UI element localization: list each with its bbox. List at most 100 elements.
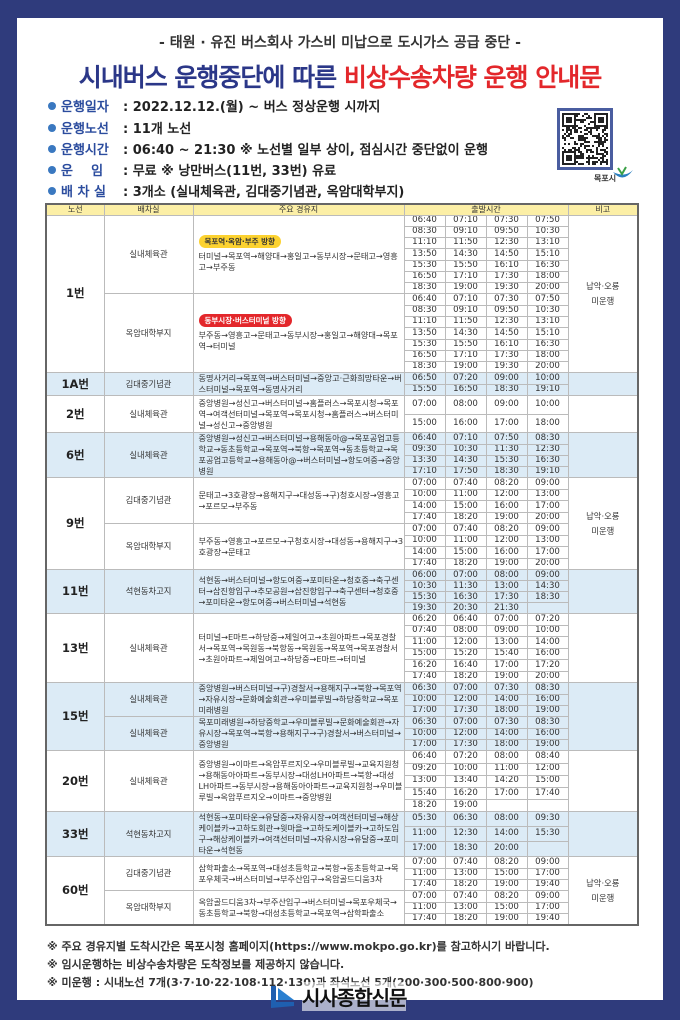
departure-time: 09:00 (485, 372, 528, 385)
info-row: 운 임: 무료 ※ 낭만버스(11번, 33번) 유료 (48, 160, 336, 179)
departure-time: 07:50 (526, 293, 569, 306)
depot: 실내체육관 (103, 682, 194, 718)
route-path: 중앙병원→이마트→옥암푸르지오→우미블루빌→교육지원청→용해동아아파트→동부시장… (198, 759, 403, 803)
departure-time: 18:20 (444, 879, 487, 892)
departure-time: 06:50 (403, 372, 446, 385)
departure-time: 10:30 (526, 225, 569, 239)
departure-time: 10:30 (444, 443, 487, 456)
route-path-cell: 석현동→포미타운→유달중→자유시장→여객선터미널→해상케이블카→고하도회관→윗마… (192, 811, 405, 858)
route-path-cell: 문태고→3호광장→용해지구→대성동→구)청호시장→영흥고→포르모→부주동 (192, 477, 405, 525)
table-row: 15:30 15:50 16:10 16:30 (46, 338, 638, 351)
departure-time: 15:30 (485, 454, 528, 468)
departure-time: 16:00 (526, 727, 569, 741)
info-value: : 2022.12.12.(월) ~ 버스 정상운행 시까지 (123, 100, 381, 115)
table-row: 14:00 15:00 16:00 17:00 (46, 546, 638, 559)
route-number: 1번 (45, 214, 105, 374)
departure-time: 15:10 (526, 327, 569, 340)
bullet-icon (48, 144, 56, 153)
bullet-icon (48, 123, 56, 132)
departure-time: 16:30 (526, 454, 569, 468)
table-row: 17:00 17:30 18:00 19:00 (46, 705, 638, 718)
departure-time: 17:40 (526, 786, 569, 801)
departure-time: 17:40 (403, 912, 446, 926)
col-route: 노선 (45, 203, 105, 216)
departure-time: 08:20 (485, 856, 528, 869)
departure-time: 09:00 (526, 569, 569, 582)
departure-time: 17:10 (403, 466, 446, 479)
departure-time: 18:00 (485, 705, 528, 718)
departure-time: 08:00 (485, 750, 528, 764)
route-number: 60번 (45, 856, 105, 926)
route-path-cell: 옥암골드디움3차→부주산입구→버스터미널→목포우체국→동초등학교→북항→대성초등… (192, 890, 405, 926)
departure-time: 07:00 (403, 477, 446, 490)
departure-time: 08:30 (526, 716, 569, 729)
departure-time: 17:00 (526, 500, 569, 513)
route-note (567, 432, 639, 479)
route-path-cell: 중앙병원→이마트→옥암푸르지오→우미블루빌→교육지원청→용해동아아파트→동부시장… (192, 750, 405, 813)
route-number: 15번 (45, 682, 105, 752)
departure-time: 16:30 (526, 259, 569, 272)
departure-time: 15:30 (403, 259, 446, 272)
route-number: 9번 (45, 477, 105, 571)
departure-time: 17:00 (526, 867, 569, 881)
route-path: 터미널→E마트→하당중→제일여고→초원아파트→목포경찰서→목포역→목원동→북항동… (198, 631, 398, 664)
departure-time: 07:00 (444, 716, 487, 729)
info-row: 운행일자: 2022.12.12.(월) ~ 버스 정상운행 시까지 (48, 96, 380, 115)
table-row: 60번 김대중기념관 삼학파출소→목포역→대성초등학교→북항→동초등학교→목포우체국… (45, 856, 639, 926)
route-note (567, 569, 639, 615)
departure-time: 15:00 (444, 546, 487, 559)
table-row: 17:00 17:30 18:00 19:00 (46, 739, 638, 752)
departure-time: 20:00 (526, 557, 569, 571)
page-title: 시내버스 운행중단에 따른 비상수송차량 운행 안내문 (0, 58, 680, 94)
table-row: 17:40 18:20 19:00 20:00 (46, 557, 638, 571)
route-path-cell: 목포미래병원→하당중학교→우미블루빌→문화예술회관→자유시장→목포역→북항→용해… (192, 716, 405, 752)
departure-time: 15:50 (444, 338, 487, 351)
departure-time (526, 799, 569, 813)
table-row: 07:40 08:00 09:00 10:00 (46, 624, 638, 638)
departure-time: 18:00 (526, 413, 569, 434)
departure-time: 18:30 (444, 841, 487, 858)
departure-time: 07:50 (485, 432, 528, 445)
route-path: 목포미래병원→하당중학교→우미블루빌→문화예술회관→자유시장→목포역→북항→용해… (198, 717, 402, 750)
departure-time: 13:40 (444, 774, 487, 789)
qr-code[interactable] (557, 108, 613, 170)
departure-time: 15:00 (403, 413, 446, 434)
departure-time: 08:40 (526, 750, 569, 764)
departure-time: 06:40 (403, 293, 446, 306)
departure-time: 11:00 (403, 867, 446, 881)
departure-time: 20:00 (526, 670, 569, 684)
table-row: 11번 석현동차고지 석현동→버스터미널→항도여중→포미타운→청호중→축구센터→삽진… (45, 569, 639, 615)
table-row: 옥암대학부지 옥암골드디움3차→부주산입구→버스터미널→목포우체국→동초등학교→북… (46, 890, 638, 926)
departure-time: 11:10 (403, 316, 446, 329)
table-row: 19:30 20:30 21:30 (46, 602, 638, 615)
departure-time: 07:50 (526, 214, 569, 227)
departure-time: 21:30 (485, 602, 528, 615)
departure-time: 09:30 (526, 811, 569, 828)
departure-time: 06:30 (403, 682, 446, 695)
departure-time: 19:30 (403, 602, 446, 615)
departure-time: 14:30 (444, 248, 487, 261)
table-row: 13:30 14:30 15:30 16:30 (46, 454, 638, 468)
qr-label: 목포시 (594, 174, 617, 183)
departure-time: 07:00 (485, 613, 528, 626)
departure-time: 13:00 (485, 580, 528, 593)
departure-time: 10:00 (403, 693, 446, 707)
route-number: 20번 (45, 750, 105, 813)
info-row: 배 차 실: 3개소 (실내체육관, 김대중기념관, 옥암대학부지) (48, 181, 404, 200)
departure-time: 17:40 (403, 670, 446, 684)
table-header-row: 노선 배차실 주요 경유지 출발시간 비고 (45, 203, 639, 216)
departure-time: 13:00 (403, 774, 446, 789)
departure-time: 13:30 (403, 454, 446, 468)
departure-time: 06:30 (403, 716, 446, 729)
departure-time: 11:50 (444, 237, 487, 250)
departure-time: 20:00 (485, 841, 528, 858)
departure-time: 13:00 (526, 534, 569, 548)
departure-time: 15:00 (526, 774, 569, 789)
departure-time (526, 841, 569, 858)
departure-time: 09:30 (403, 443, 446, 456)
route-path: 석현동→포미타운→유달중→자유시장→여객선터미널→해상케이블카→고하도회관→윗마… (198, 812, 400, 856)
departure-time: 11:50 (444, 316, 487, 329)
route-path: 부주동→영흥고→포르모→구청호시장→대성동→용해지구→3호광장→문태고 (198, 535, 404, 557)
departure-time: 10:00 (403, 727, 446, 741)
departure-time: 19:00 (526, 705, 569, 718)
